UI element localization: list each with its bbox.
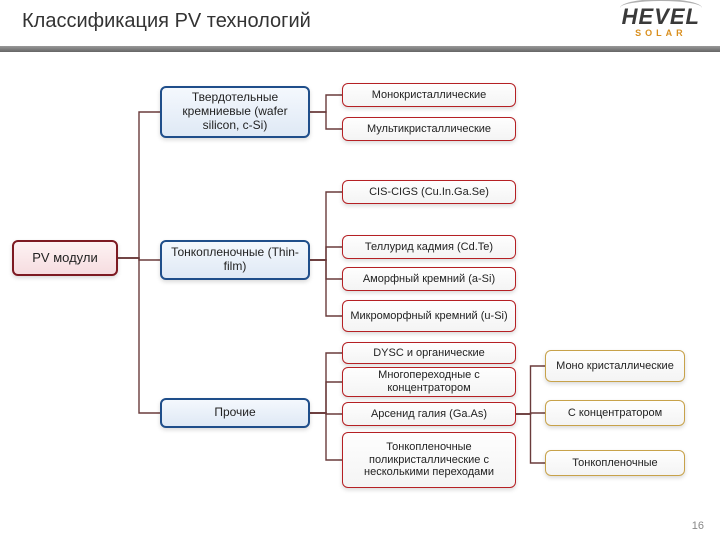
connector xyxy=(118,258,160,413)
node-s_thin: Тонкопленочные xyxy=(545,450,685,476)
node-mid_silicon: Твердотельные кремниевые (wafer silicon,… xyxy=(160,86,310,138)
node-l_asi: Аморфный кремний (a-Si) xyxy=(342,267,516,291)
node-mid_other: Прочие xyxy=(160,398,310,428)
connector xyxy=(310,112,342,129)
connector xyxy=(516,366,545,414)
connector xyxy=(516,414,545,463)
node-l_multi: Мультикристаллические xyxy=(342,117,516,141)
connector xyxy=(310,413,342,414)
slide-title: Классификация PV технологий xyxy=(22,10,311,33)
node-l_poly: Тонкопленочные поликристаллические с нес… xyxy=(342,432,516,488)
page-number: 16 xyxy=(692,520,704,532)
node-l_gaas: Арсенид галия (Ga.As) xyxy=(342,402,516,426)
connector xyxy=(118,258,160,260)
header-divider xyxy=(0,46,720,52)
node-s_mono: Моно кристаллические xyxy=(545,350,685,382)
connector xyxy=(310,95,342,112)
connector xyxy=(310,192,342,260)
node-mid_thin: Тонкопленочные (Thin-film) xyxy=(160,240,310,280)
connector xyxy=(118,112,160,258)
node-s_conc: С концентратором xyxy=(545,400,685,426)
logo: HEVEL SOLAR xyxy=(622,4,700,38)
connector xyxy=(310,382,342,413)
logo-brand: HEVEL xyxy=(622,4,700,30)
node-root: PV модули xyxy=(12,240,118,276)
connector xyxy=(310,260,342,279)
connector xyxy=(310,247,342,260)
node-l_dysc: DYSC и органические xyxy=(342,342,516,364)
connector xyxy=(310,353,342,413)
connector xyxy=(516,413,545,414)
node-l_conc: Многопереходные с концентратором xyxy=(342,367,516,397)
node-l_cis: CIS-CIGS (Cu.In.Ga.Se) xyxy=(342,180,516,204)
slide: { "title": "Классификация PV технологий"… xyxy=(0,0,720,540)
node-l_cdte: Теллурид кадмия (Cd.Te) xyxy=(342,235,516,259)
connector xyxy=(310,260,342,316)
connector xyxy=(310,413,342,460)
node-l_mono: Монокристаллические xyxy=(342,83,516,107)
node-l_usi: Микроморфный кремний (u-Si) xyxy=(342,300,516,332)
